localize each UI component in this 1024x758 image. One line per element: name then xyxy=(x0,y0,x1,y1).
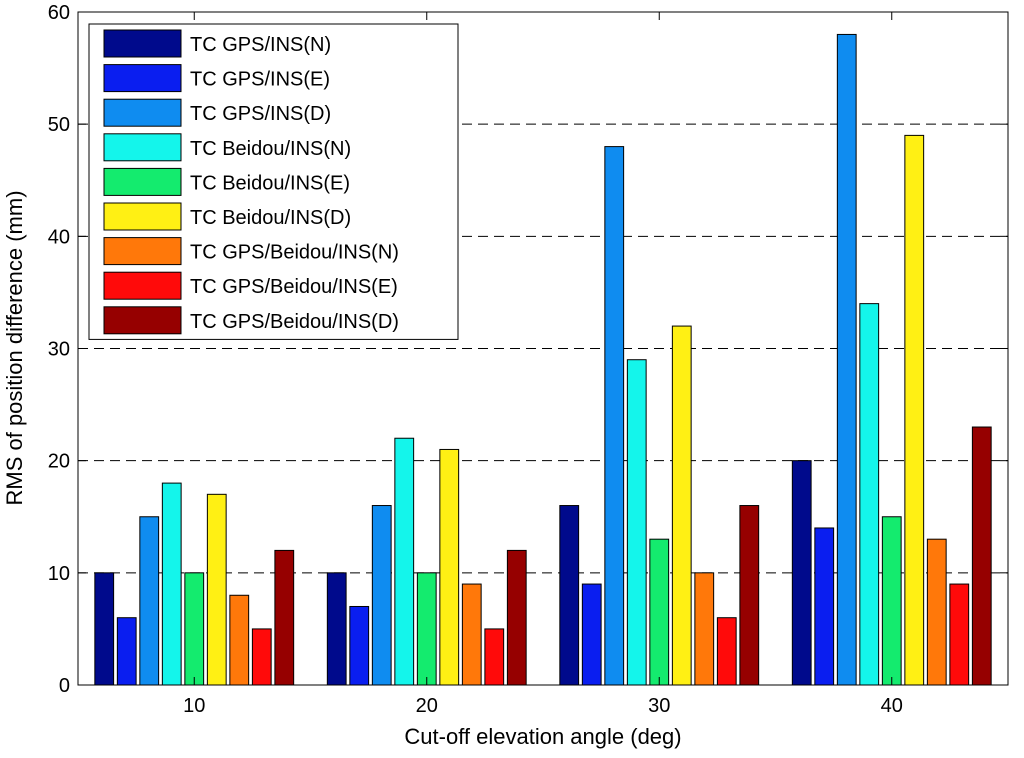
legend: TC GPS/INS(N) TC GPS/INS(E) TC GPS/INS(D) T… xyxy=(88,23,459,340)
bar xyxy=(671,325,692,686)
bar xyxy=(116,617,137,686)
legend-swatch xyxy=(103,133,182,162)
y-tick-label: 30 xyxy=(48,339,70,361)
bar xyxy=(274,549,295,686)
legend-label: TC Beidou/INS(D) xyxy=(190,207,351,229)
legend-label: TC Beidou/INS(E) xyxy=(190,172,350,194)
legend-swatch xyxy=(103,306,182,335)
bar xyxy=(581,583,602,686)
legend-label: TC GPS/INS(E) xyxy=(190,69,330,91)
x-axis-title: Cut-off elevation angle (deg) xyxy=(404,724,681,749)
bar xyxy=(506,549,527,686)
legend-label: TC GPS/Beidou/INS(E) xyxy=(190,276,398,298)
bar xyxy=(394,437,415,686)
legend-label: TC GPS/INS(N) xyxy=(190,34,331,56)
bar xyxy=(926,538,947,686)
bar xyxy=(739,505,760,686)
legend-swatch xyxy=(103,202,182,231)
bar xyxy=(604,146,625,686)
bar xyxy=(949,583,970,686)
bar xyxy=(461,583,482,686)
bar xyxy=(484,628,505,686)
bar xyxy=(439,448,460,686)
bar xyxy=(161,482,182,686)
bar xyxy=(814,527,835,686)
bar xyxy=(326,572,347,686)
axes: 0 10 20 30 40 50 60 10 20 30 40 xyxy=(48,2,1008,717)
bar xyxy=(881,516,902,686)
bar xyxy=(791,460,812,686)
y-tick-label: 50 xyxy=(48,114,70,136)
legend-label: TC Beidou/INS(N) xyxy=(190,138,351,160)
bars xyxy=(94,33,992,686)
bar xyxy=(229,594,250,686)
bar xyxy=(836,33,857,686)
bar xyxy=(859,303,880,686)
bar xyxy=(694,572,715,686)
bar xyxy=(251,628,272,686)
bar xyxy=(416,572,437,686)
legend-swatch xyxy=(103,29,182,58)
y-tick-label: 20 xyxy=(48,451,70,473)
bar xyxy=(139,516,160,686)
legend-swatch xyxy=(103,271,182,300)
legend-label: TC GPS/INS(D) xyxy=(190,103,331,125)
legend-swatch xyxy=(103,64,182,93)
bar xyxy=(371,505,392,686)
y-axis-title: RMS of position difference (mm) xyxy=(2,190,27,505)
bar xyxy=(206,493,227,686)
y-tick-label: 60 xyxy=(48,2,70,24)
bar xyxy=(559,505,580,686)
legend-swatch xyxy=(103,237,182,266)
bar xyxy=(649,538,670,686)
x-tick-label: 10 xyxy=(183,695,205,717)
y-tick-label: 40 xyxy=(48,226,70,248)
y-tick-label: 10 xyxy=(48,563,70,585)
bar xyxy=(94,572,115,686)
legend-label: TC GPS/Beidou/INS(N) xyxy=(190,242,399,264)
bar xyxy=(184,572,205,686)
legend-swatch xyxy=(103,167,182,196)
bar xyxy=(626,359,647,686)
x-tick-label: 20 xyxy=(416,695,438,717)
bar xyxy=(716,617,737,686)
y-tick-label: 0 xyxy=(59,675,70,697)
bar xyxy=(971,426,992,686)
x-tick-label: 40 xyxy=(881,695,903,717)
x-tick-label: 30 xyxy=(648,695,670,717)
bar xyxy=(904,134,925,686)
bar xyxy=(349,605,370,686)
legend-label: TC GPS/Beidou/INS(D) xyxy=(190,311,399,333)
legend-swatch xyxy=(103,98,182,127)
